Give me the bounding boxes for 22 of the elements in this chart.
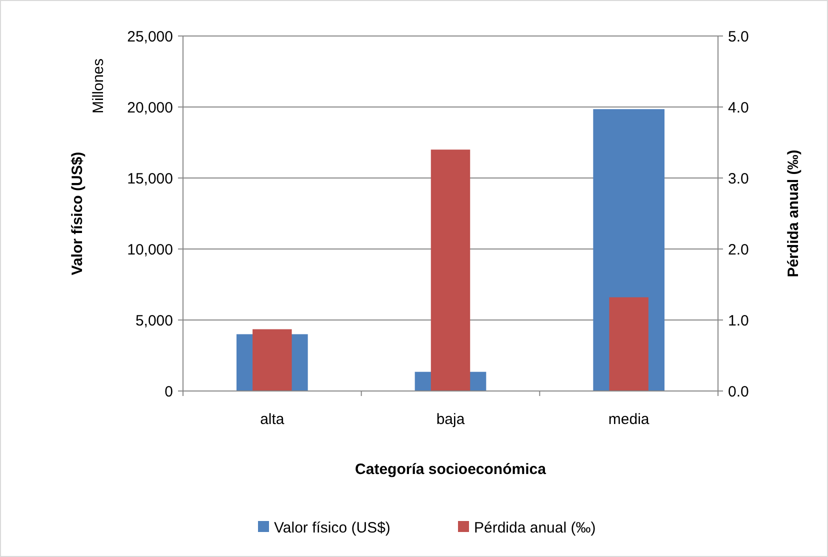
y2-tick-label: 5.0 <box>728 28 749 46</box>
y-axis-title: Valor físico (US$) <box>69 152 86 276</box>
y-tick-label: 10,000 <box>127 241 173 258</box>
y2-tick-label: 2.0 <box>728 241 749 258</box>
legend-label: Pérdida anual (‰) <box>474 519 596 536</box>
y-tick-label: 0 <box>164 383 173 400</box>
y2-axis-title: Pérdida anual (‰) <box>785 150 802 278</box>
x-axis-title: Categoría socioeconómica <box>355 461 547 478</box>
y2-tick-label: 0.0 <box>728 383 749 400</box>
y2-tick-label: 1.0 <box>728 312 749 330</box>
y2-tick-label: 3.0 <box>728 170 749 188</box>
y-tick-label: 20,000 <box>127 99 173 116</box>
x-tick-label: baja <box>436 411 466 428</box>
x-tick-label: media <box>608 411 650 428</box>
legend-label: Valor físico (US$) <box>274 519 390 536</box>
text: Millones <box>90 58 107 114</box>
y-tick-label: 25,000 <box>127 28 173 46</box>
y2-tick-label: 4.0 <box>728 99 749 116</box>
bar <box>609 297 648 391</box>
y-tick-label: 5,000 <box>135 312 173 330</box>
x-tick-label: alta <box>260 411 285 428</box>
y-tick-label: 15,000 <box>127 170 173 188</box>
